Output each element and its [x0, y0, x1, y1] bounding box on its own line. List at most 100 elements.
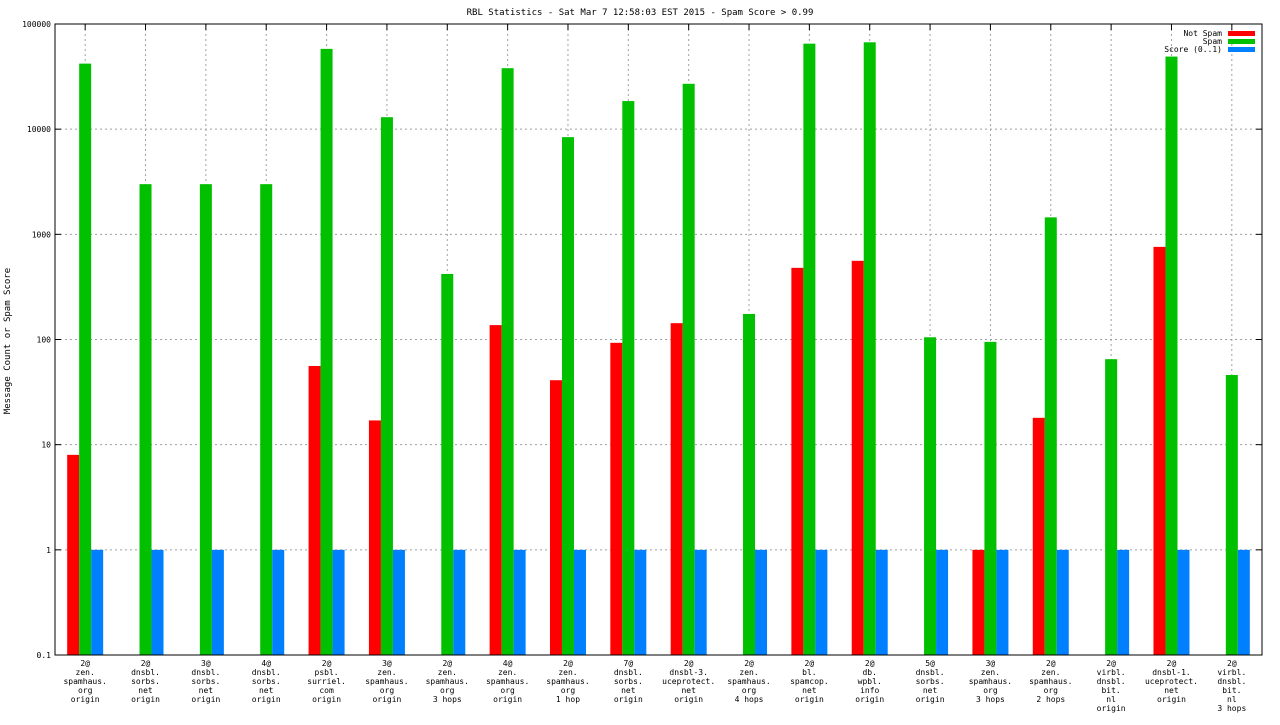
x-tick-label-line: org [78, 686, 93, 695]
x-tick-label: 2@ virbl. dnsbl. bit. nl origin [1097, 659, 1126, 713]
y-tick-label: 1 [46, 546, 51, 555]
x-tick-label-line: 4@ [261, 659, 271, 668]
y-tick-label: 10000 [27, 125, 51, 134]
x-tick-label-line: 2 hops [1036, 695, 1065, 704]
bar-not-spam [67, 454, 80, 655]
x-tick-label-line: org [500, 686, 515, 695]
x-tick-label-line: origin [1097, 704, 1126, 713]
x-tick-label-line: origin [312, 695, 341, 704]
legend-label: Score (0..1) [1164, 45, 1222, 54]
x-tick-label-line: origin [1157, 695, 1186, 704]
x-tick-label-line: origin [191, 695, 220, 704]
y-tick-labels: 0.1 1 10 100 1000 10000 100000 [22, 20, 51, 660]
x-tick-label-line: dnsbl. [916, 668, 945, 677]
x-tick-label-line: com [319, 686, 334, 695]
bar-spam [1105, 359, 1118, 655]
x-tick-label-line: bit. [1222, 686, 1241, 695]
x-tick-label-line: spamhaus. [365, 677, 408, 686]
x-tick-label: 7@ dnsbl. sorbs. net origin [614, 659, 643, 704]
x-tick-label-line: info [860, 686, 879, 695]
x-tick-label: 3@ dnsbl. sorbs. net origin [191, 659, 220, 704]
bar-score-0-1 [392, 549, 405, 655]
x-tick-label-line: net [199, 686, 214, 695]
x-tick-label-line: nl [1106, 695, 1116, 704]
x-tick-label-line: spamhaus. [426, 677, 469, 686]
x-tick-label: 2@ zen. spamhaus. org 2 hops [1029, 659, 1072, 704]
x-tick-label-line: db. [862, 668, 876, 677]
x-tick-label-line: dnsbl. [1217, 677, 1246, 686]
x-tick-label: 2@ zen. spamhaus. org origin [63, 659, 106, 704]
x-tick-label-line: sorbs. [131, 677, 160, 686]
x-tick-label-line: dnsbl. [614, 668, 643, 677]
bar-score-0-1 [634, 549, 647, 655]
x-tick-label-line: spamcop. [790, 677, 829, 686]
x-tick-label-line: nl [1227, 695, 1237, 704]
x-tick-label-line: org [561, 686, 576, 695]
bar-spam [863, 42, 876, 655]
x-tick-label-line: zen. [981, 668, 1000, 677]
legend-swatch [1228, 47, 1255, 52]
x-tick-label-line: dnsbl. [131, 668, 160, 677]
x-tick-label: 2@ bl. spamcop. net origin [790, 659, 829, 704]
x-tick-label-line: zen. [739, 668, 758, 677]
bar-spam [441, 273, 454, 655]
bar-not-spam [851, 260, 864, 655]
x-tick-label-line: spamhaus. [727, 677, 770, 686]
bar-spam [380, 117, 393, 656]
x-tick-label: 2@ db. wpbl. info origin [855, 659, 884, 704]
x-tick-label: 2@ psbl. surriel. com origin [307, 659, 346, 704]
x-tick-label: 3@ zen. spamhaus. org origin [365, 659, 408, 704]
x-tick-label-line: zen. [558, 668, 577, 677]
x-tick-label-line: sorbs. [916, 677, 945, 686]
gridlines [55, 23, 1262, 656]
x-tick-label-line: org [742, 686, 757, 695]
x-tick-label-line: 2@ [1167, 659, 1177, 668]
x-tick-label-line: 2@ [1106, 659, 1116, 668]
x-tick-label-line: org [983, 686, 998, 695]
bar-not-spam [972, 549, 985, 655]
bar-score-0-1 [1177, 549, 1190, 655]
x-tick-label-line: wpbl. [858, 677, 882, 686]
bar-score-0-1 [151, 549, 164, 655]
x-tick-label-line: 2@ [80, 659, 90, 668]
bar-spam [743, 313, 756, 655]
bar-spam [622, 101, 635, 656]
bar-score-0-1 [1056, 549, 1069, 655]
bar-spam [501, 68, 514, 656]
bar-score-0-1 [755, 549, 768, 655]
x-tick-label-line: bit. [1101, 686, 1120, 695]
bar-score-0-1 [1237, 549, 1250, 655]
x-tick-label-line: origin [674, 695, 703, 704]
bar-score-0-1 [1117, 549, 1130, 655]
y-tick-label: 100 [37, 336, 52, 345]
x-tick-label-line: origin [493, 695, 522, 704]
bar-score-0-1 [332, 549, 345, 655]
legend-label: Not Spam [1183, 29, 1222, 38]
x-tick-label-line: 2@ [805, 659, 815, 668]
x-tick-label-line: surriel. [307, 677, 346, 686]
x-tick-label: 2@ virbl. dnsbl. bit. nl 3 hops [1217, 659, 1246, 713]
x-tick-label-line: 2@ [684, 659, 694, 668]
bar-not-spam [610, 342, 623, 655]
x-tick-label-line: net [923, 686, 938, 695]
x-tick-label-line: dnsbl. [252, 668, 281, 677]
x-tick-label-line: 2@ [1227, 659, 1237, 668]
x-tick-label-line: dnsbl. [1097, 677, 1126, 686]
bar-score-0-1 [996, 549, 1009, 655]
x-tick-label-line: net [681, 686, 696, 695]
plot-frame [54, 23, 1263, 656]
bar-not-spam [489, 325, 502, 655]
x-tick-label-line: 7@ [624, 659, 634, 668]
x-tick-label-line: net [138, 686, 153, 695]
x-tick-label-line: spamhaus. [1029, 677, 1072, 686]
x-tick-label-line: zen. [1041, 668, 1060, 677]
x-tick-label-line: net [621, 686, 636, 695]
x-tick-label: 5@ dnsbl. sorbs. net origin [916, 659, 945, 704]
y-axis-label: Message Count or Spam Score [3, 268, 13, 414]
x-tick-label-line: 2@ [141, 659, 151, 668]
bar-score-0-1 [936, 549, 949, 655]
x-tick-label-line: spamhaus. [969, 677, 1012, 686]
x-tick-label-line: 1 hop [556, 695, 580, 704]
